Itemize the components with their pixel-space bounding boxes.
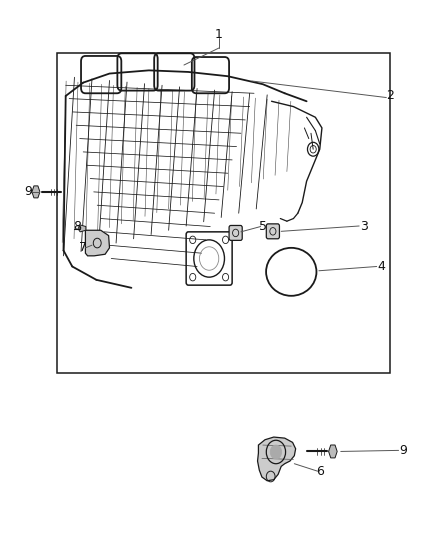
Polygon shape [32,186,40,198]
Text: 9: 9 [25,185,32,198]
Polygon shape [258,437,296,481]
Circle shape [270,445,282,459]
Text: 9: 9 [399,444,407,457]
Text: 4: 4 [377,260,385,273]
Text: 7: 7 [79,241,87,254]
FancyBboxPatch shape [266,224,279,239]
Text: 2: 2 [386,90,394,102]
Text: 8: 8 [73,220,81,233]
Text: 5: 5 [259,220,267,233]
Polygon shape [328,445,337,458]
Bar [57,53,390,373]
Text: 1: 1 [215,28,223,41]
FancyBboxPatch shape [229,225,242,240]
Text: 6: 6 [316,465,324,478]
Polygon shape [78,225,86,232]
Text: 3: 3 [360,220,367,233]
Polygon shape [85,230,110,256]
